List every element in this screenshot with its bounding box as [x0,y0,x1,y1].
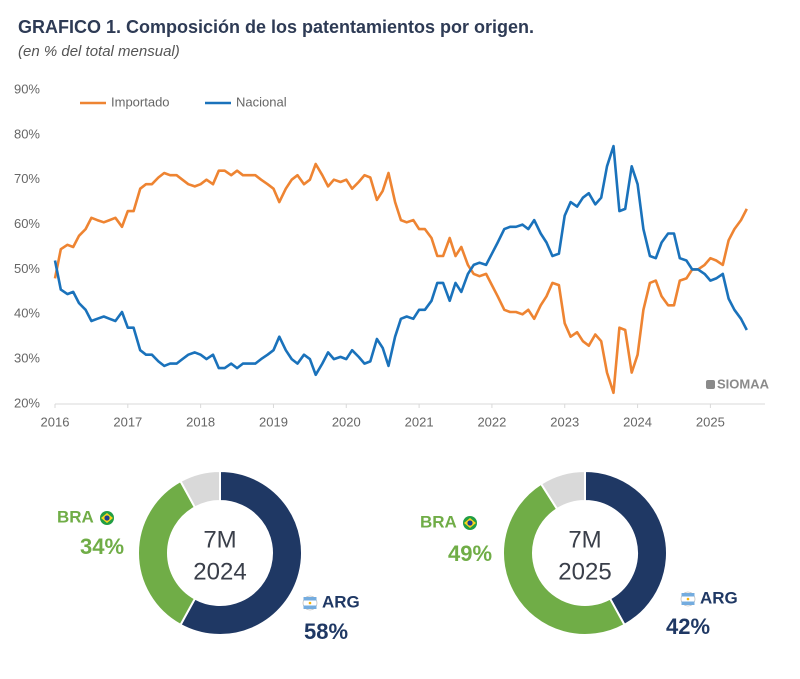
donut-segment [179,469,303,636]
donut-segment [502,482,626,636]
x-tick-label: 2017 [113,414,142,429]
x-tick-label: 2016 [41,414,70,429]
line-series [53,162,748,395]
category-label: BRA [57,507,94,526]
legend-label: Importado [111,94,170,109]
x-tick-label: 2022 [477,414,506,429]
y-tick-label: 30% [14,351,40,366]
x-tick-label: 2023 [550,414,579,429]
value-label: 34% [80,534,124,559]
category-label: ARG [322,592,360,611]
watermark: SIOMAA [717,376,770,391]
y-tick-label: 90% [14,81,40,96]
y-tick-label: 40% [14,306,40,321]
y-tick-label: 80% [14,126,40,141]
chart-subtitle: (en % del total mensual) [18,43,180,60]
donut-segment [584,469,668,627]
donut-segment [179,469,221,509]
y-tick-label: 60% [14,216,40,231]
x-tick-label: 2019 [259,414,288,429]
line-series [53,144,748,377]
watermark-icon [706,380,715,389]
center-label: 7M [568,526,601,553]
y-tick-label: 70% [14,171,40,186]
center-label: 2024 [193,558,246,585]
flag-icon [463,516,477,530]
x-tick-label: 2020 [332,414,361,429]
chart-title: GRAFICO 1. Composición de los patentamie… [18,17,534,37]
center-label: 2025 [558,558,611,585]
legend-label: Nacional [236,94,287,109]
value-label: 42% [666,614,710,639]
flag-icon [100,511,114,525]
category-label: BRA [420,512,457,531]
value-label: 58% [304,619,348,644]
x-tick-label: 2024 [623,414,652,429]
flag-icon [680,591,696,607]
x-tick-label: 2025 [696,414,725,429]
x-tick-label: 2021 [405,414,434,429]
y-tick-label: 20% [14,395,40,410]
center-label: 7M [203,526,236,553]
donut-segment [539,469,586,511]
x-tick-label: 2018 [186,414,215,429]
category-label: ARG [700,588,738,607]
value-label: 49% [448,541,492,566]
flag-icon [302,595,318,611]
donut-segment [137,479,197,627]
y-tick-label: 50% [14,261,40,276]
